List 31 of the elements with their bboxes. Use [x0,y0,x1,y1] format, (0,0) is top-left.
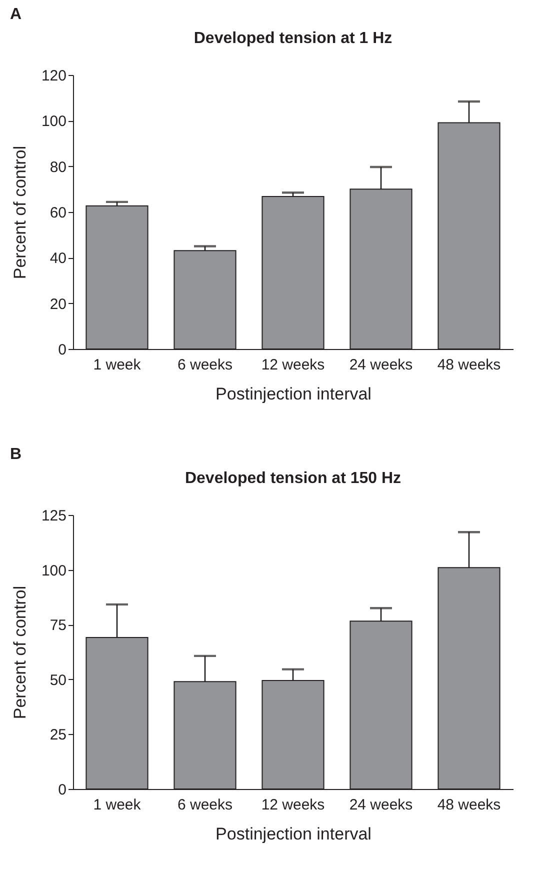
y-tick-label: 125 [41,508,66,524]
y-tick-label: 120 [41,68,66,84]
y-tick-label: 20 [50,296,66,313]
x-tick-label: 1 week [93,796,142,814]
y-tick-label: 75 [50,617,66,634]
y-tick-label: 100 [41,562,66,580]
chart-title: Developed tension at 150 Hz [184,470,402,487]
y-tick-label: 25 [50,726,66,744]
y-tick-label: 60 [50,204,66,222]
y-axis-title: Percent of control [10,586,30,720]
y-tick-label: 0 [58,342,66,358]
x-tick-label: 24 weeks [349,796,413,814]
x-tick-label: 24 weeks [349,356,413,374]
x-tick-label: 1 week [93,356,142,374]
y-axis-title: Percent of control [10,146,30,280]
x-tick-label: 6 weeks [177,796,233,814]
text: A [10,6,22,24]
chart-title: Developed tension at 1 Hz [194,30,392,47]
y-tick-label: 80 [50,158,66,176]
text: B [10,446,22,464]
x-tick-label: 6 weeks [177,356,233,374]
y-tick-label: 0 [58,782,66,798]
x-axis-title: Postinjection interval [216,384,372,404]
y-tick-label: 40 [50,250,66,268]
x-tick-label: 48 weeks [437,356,501,374]
x-axis-title: Postinjection interval [216,824,372,844]
x-tick-label: 48 weeks [437,796,501,814]
y-tick-label: 50 [50,672,66,689]
x-tick-label: 12 weeks [261,356,325,374]
y-tick-label: 100 [41,113,66,130]
x-tick-label: 12 weeks [261,796,325,814]
